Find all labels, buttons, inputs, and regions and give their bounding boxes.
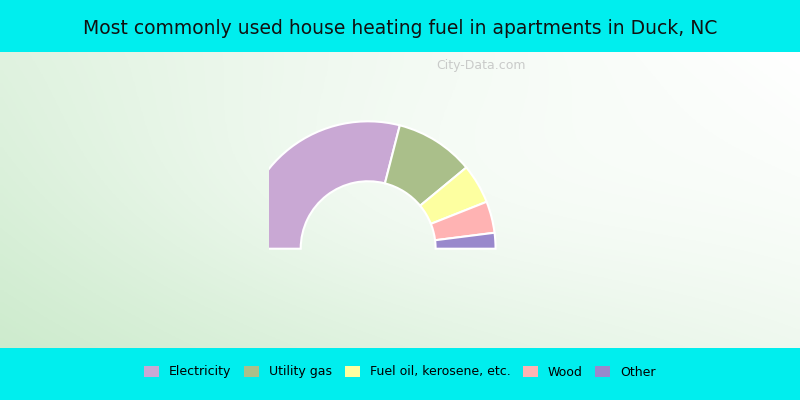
Wedge shape bbox=[431, 202, 494, 240]
Wedge shape bbox=[420, 168, 486, 224]
Wedge shape bbox=[241, 121, 400, 249]
Text: Most commonly used house heating fuel in apartments in Duck, NC: Most commonly used house heating fuel in… bbox=[83, 19, 717, 38]
Wedge shape bbox=[385, 125, 466, 206]
Wedge shape bbox=[435, 233, 495, 249]
Text: City-Data.com: City-Data.com bbox=[436, 60, 526, 72]
Legend: Electricity, Utility gas, Fuel oil, kerosene, etc., Wood, Other: Electricity, Utility gas, Fuel oil, kero… bbox=[139, 360, 661, 384]
